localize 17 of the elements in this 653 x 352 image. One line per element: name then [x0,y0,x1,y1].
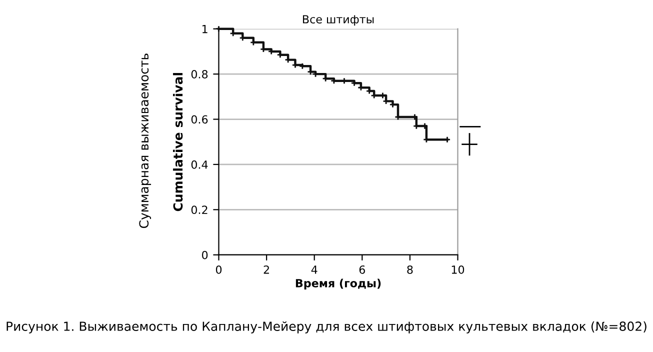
y-axis-title: Cumulative survival [173,73,183,212]
x-tick-label: 10 [452,265,464,274]
x-tick-label: 2 [264,265,269,274]
y-tick-label: 0 [202,250,208,260]
text: Суммарная выживаемость [139,54,152,228]
x-tick-label: 8 [407,265,413,274]
x-tick-label: 6 [359,265,365,274]
x-tick-label: 0 [216,265,222,274]
chart-title: Все штифты [302,15,374,26]
y-tick-label: 0.4 [191,160,208,169]
x-tick-label: 4 [311,266,318,274]
y-tick-label: 0.6 [191,115,208,124]
y-tick-label: 0.8 [191,70,208,78]
y-tick-label: 1 [202,24,208,34]
text: Рисунок 1. Выживаемость по Каплану-Мейеру для всех штифтовых культевых вкладок (№=802) [6,321,646,334]
y-tick-label: 0.2 [191,206,208,214]
x-axis-title: Время (годы) [296,278,381,290]
